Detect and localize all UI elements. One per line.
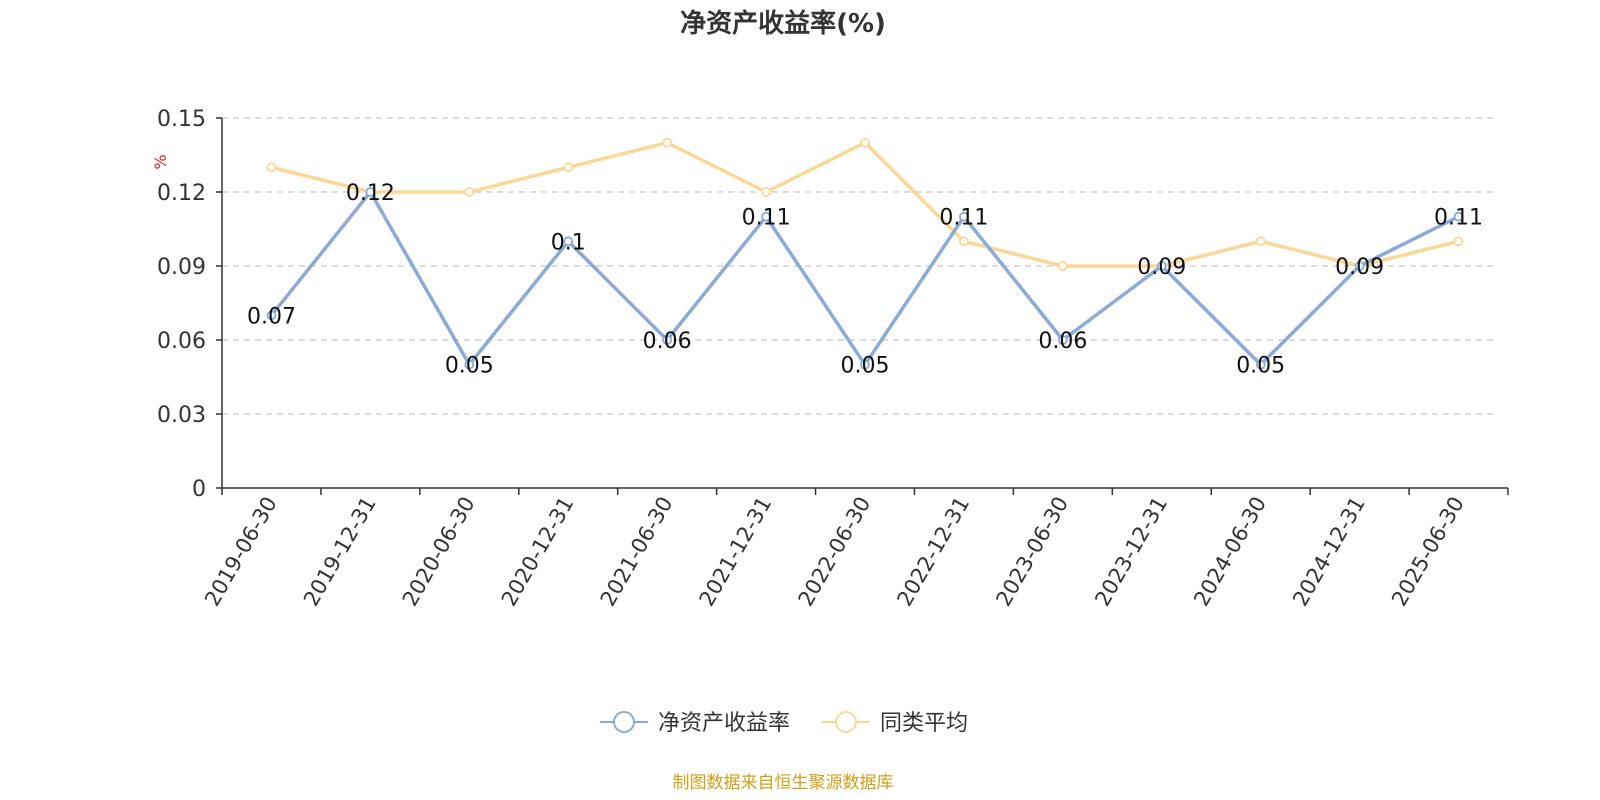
data-label: 0.09 [1335, 255, 1384, 280]
data-point [860, 137, 870, 148]
data-label: 0.1 [551, 230, 586, 255]
legend-marker-icon [613, 711, 635, 733]
data-label: 0.11 [742, 206, 791, 231]
data-source-note: 制图数据来自恒生聚源数据库 [673, 773, 894, 793]
data-point [266, 162, 277, 173]
x-tick-label: 2021-12-31 [695, 493, 777, 611]
x-tick-label: 2022-06-30 [794, 493, 876, 611]
x-tick-label: 2024-12-31 [1288, 493, 1370, 611]
x-tick-label: 2019-12-31 [299, 493, 381, 611]
data-point [761, 187, 771, 197]
x-tick-label: 2019-06-30 [200, 493, 282, 611]
data-point [959, 211, 969, 222]
series-line-1 [271, 140, 1459, 268]
data-label: 0.11 [939, 206, 988, 231]
legend-label: 净资产收益率 [658, 711, 790, 736]
data-label: 0.12 [346, 181, 395, 206]
data-point [266, 310, 277, 321]
series-lines [266, 137, 1464, 370]
data-label: 0.06 [1038, 329, 1087, 354]
legend-label: 同类平均 [880, 711, 968, 736]
data-point [563, 236, 574, 247]
data-point [860, 359, 870, 370]
data-label: 0.07 [247, 304, 296, 329]
y-tick-label: 0 [192, 477, 206, 502]
y-axis-unit-label: % [151, 154, 170, 169]
x-tick-label: 2022-12-31 [892, 493, 974, 611]
data-point [1156, 261, 1167, 271]
data-label: 0.11 [1434, 206, 1483, 231]
data-label: 0.05 [445, 354, 494, 379]
data-label: 0.09 [1137, 255, 1186, 280]
data-label: 0.05 [1236, 354, 1285, 379]
legend-item: 净资产收益率 [600, 711, 790, 736]
y-tick-label: 0.06 [157, 329, 206, 354]
data-point [563, 162, 574, 173]
x-tick-label: 2021-06-30 [596, 493, 678, 611]
x-tick-label: 2025-06-30 [1387, 493, 1469, 611]
x-tick-label: 2020-06-30 [398, 493, 480, 611]
legend: 净资产收益率 同类平均 [600, 711, 968, 736]
data-point [1354, 261, 1365, 271]
x-tick-label: 2020-12-31 [497, 493, 579, 611]
legend-marker-icon [835, 711, 857, 733]
data-labels: 0.07 0.12 0.05 0.1 0.06 0.11 0.05 0.11 0.06 0.09 0… [247, 181, 1483, 379]
legend-item: 同类平均 [822, 711, 968, 736]
data-label: 0.05 [841, 354, 890, 379]
data-point [1057, 335, 1068, 345]
data-label: 0.06 [643, 329, 692, 354]
y-tick-label: 0.15 [157, 107, 206, 132]
x-tick-label: 2023-12-31 [1090, 493, 1172, 611]
data-point [464, 359, 475, 370]
data-point [1255, 236, 1266, 247]
x-tick-label: 2023-06-30 [991, 493, 1073, 611]
y-tick-label: 0.12 [157, 181, 206, 206]
data-point [1057, 261, 1068, 271]
data-point [959, 236, 969, 247]
data-point [365, 187, 376, 197]
data-point [1453, 236, 1464, 247]
data-point [761, 211, 771, 222]
data-point [464, 187, 475, 197]
data-point [1453, 211, 1464, 222]
data-point [662, 335, 673, 345]
data-point [1255, 359, 1266, 370]
x-tick-label: 2024-06-30 [1189, 493, 1271, 611]
y-tick-label: 0.09 [157, 255, 206, 280]
series-line-0 [270, 190, 1460, 367]
data-point [662, 137, 673, 148]
y-tick-label: 0.03 [157, 403, 206, 428]
chart-title: 净资产收益率(%) [680, 8, 886, 39]
